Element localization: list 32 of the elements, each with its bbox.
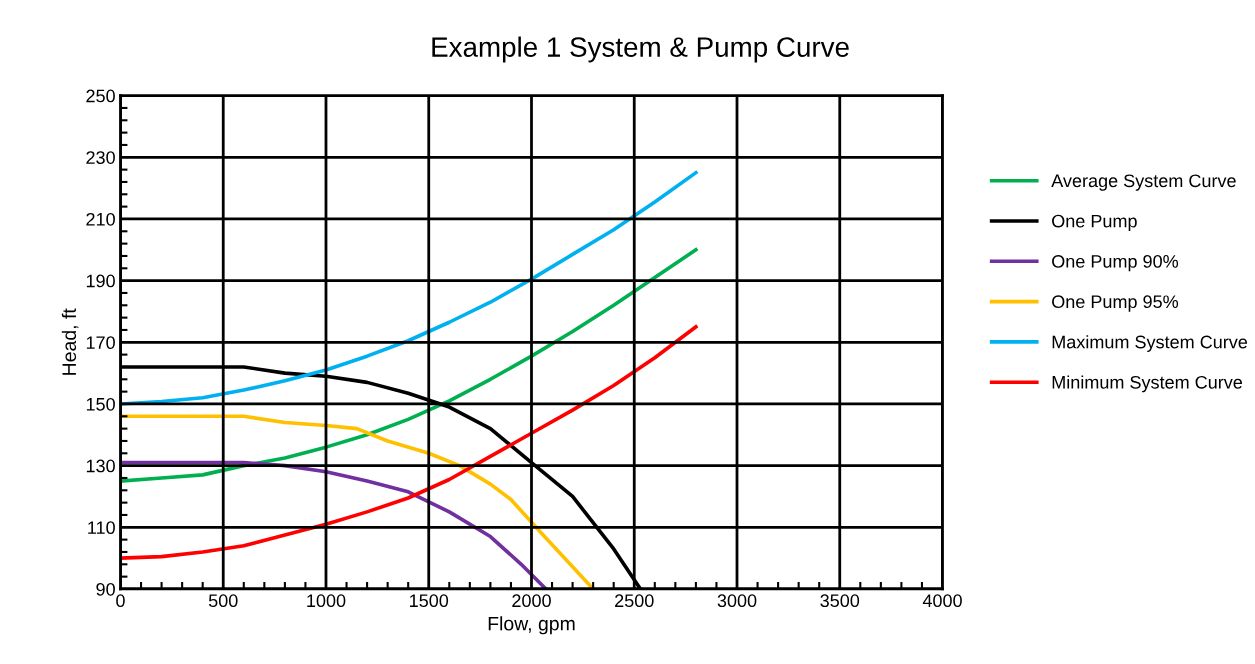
x-axis-title: Flow, gpm <box>488 616 575 635</box>
x-tick-label: 0 <box>116 594 125 608</box>
y-tick-label: 110 <box>88 521 115 535</box>
legend-label: One Pump 90% <box>1052 255 1179 272</box>
x-tick-label: 4000 <box>922 594 962 608</box>
chart-title: Example 1 System & Pump Curve <box>432 36 849 63</box>
x-tick-label: 1000 <box>307 594 346 608</box>
y-tick-label: 150 <box>86 397 115 411</box>
legend-label: Average System Curve <box>1051 174 1236 191</box>
line-series <box>120 170 698 406</box>
y-tick-label: 130 <box>86 459 115 473</box>
x-tick-label: 2000 <box>512 594 551 608</box>
y-axis-title: Head, ft <box>61 308 79 375</box>
legend-label: Minimum System Curve <box>1052 375 1243 393</box>
y-tick-label: 250 <box>86 89 115 103</box>
line-series <box>120 247 698 483</box>
line-series <box>120 460 548 589</box>
line-series <box>120 325 698 560</box>
legend-label: One Pump <box>1052 214 1137 232</box>
x-tick-label: 1500 <box>410 594 449 608</box>
y-tick-label: 210 <box>86 212 115 226</box>
x-tick-label: 2500 <box>615 594 654 608</box>
x-tick-label: 3000 <box>717 594 757 608</box>
y-tick-label: 190 <box>86 274 115 288</box>
line-series <box>120 414 595 589</box>
legend-label: One Pump 95% <box>1052 295 1179 312</box>
legend-label: Maximum System Curve <box>1052 335 1248 352</box>
y-tick-label: 230 <box>86 151 115 165</box>
x-tick-label: 3500 <box>820 594 860 608</box>
y-tick-label: 170 <box>86 336 115 350</box>
y-tick-label: 90 <box>96 582 115 596</box>
x-tick-label: 500 <box>208 594 238 608</box>
